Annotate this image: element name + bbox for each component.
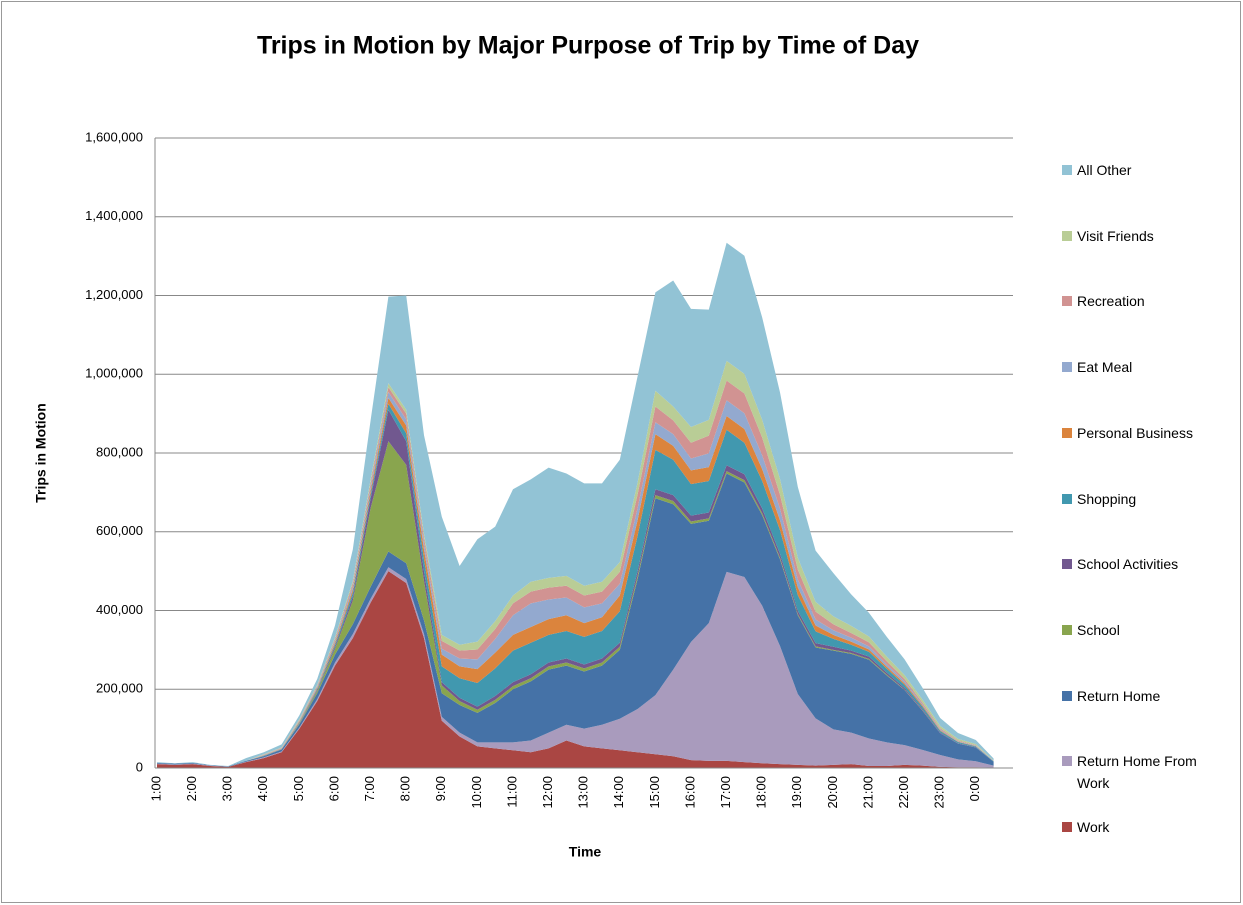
y-tick-label: 600,000	[96, 523, 143, 538]
legend-swatch	[1062, 427, 1072, 438]
y-tick-label: 200,000	[96, 681, 143, 696]
x-tick-label: 20:00	[825, 776, 840, 809]
legend-label: Visit Friends	[1077, 227, 1154, 244]
legend-swatch	[1062, 296, 1072, 307]
x-tick-label: 13:00	[576, 776, 591, 809]
x-tick-label: 15:00	[647, 776, 662, 809]
y-tick-label: 0	[136, 759, 143, 774]
x-tick-label: 7:00	[362, 776, 377, 801]
legend-swatch	[1062, 165, 1072, 175]
legend-label: School	[1077, 621, 1120, 638]
x-tick-label: 16:00	[682, 776, 697, 809]
legend-swatch	[1062, 493, 1072, 504]
legend-label: All Other	[1077, 162, 1132, 178]
y-tick-label: 1,400,000	[85, 208, 143, 223]
legend-label: School Activities	[1077, 556, 1179, 573]
legend-label: Return Home	[1077, 687, 1161, 704]
legend-entry: All Other	[1062, 159, 1232, 181]
x-tick-label: 9:00	[433, 776, 448, 801]
x-tick-label: 14:00	[611, 776, 626, 809]
x-tick-label: 17:00	[718, 776, 733, 809]
legend-entry: Return Home From Work	[1062, 750, 1232, 794]
legend-label: Work	[1077, 819, 1110, 835]
y-axis-label: Trips in Motion	[33, 403, 49, 503]
x-tick-label: 21:00	[860, 776, 875, 809]
legend-swatch	[1062, 230, 1072, 241]
legend-entry: Return Home	[1062, 685, 1232, 707]
legend-label: Personal Business	[1077, 424, 1193, 441]
x-tick-label: 12:00	[540, 776, 555, 809]
legend-entry: Personal Business	[1062, 422, 1232, 444]
legend-label: Eat Meal	[1077, 359, 1133, 376]
y-tick-label: 800,000	[96, 444, 143, 459]
y-tick-label: 400,000	[96, 602, 143, 617]
x-tick-label: 5:00	[291, 776, 306, 801]
x-tick-label: 4:00	[255, 776, 270, 801]
area	[157, 473, 994, 767]
area	[157, 567, 994, 768]
x-tick-label: 2:00	[184, 776, 199, 801]
legend-swatch	[1062, 624, 1072, 635]
chart-title: Trips in Motion by Major Purpose of Trip…	[257, 32, 919, 60]
legend-swatch	[1062, 559, 1072, 570]
legend-entry: Eat Meal	[1062, 356, 1232, 378]
legend-swatch	[1062, 756, 1072, 767]
area	[157, 571, 994, 768]
x-tick-label: 0:00	[967, 776, 982, 801]
x-tick-label: 3:00	[220, 776, 235, 801]
y-tick-label: 1,200,000	[85, 287, 143, 302]
x-tick-label: 1:00	[148, 776, 163, 801]
legend-entry: School Activities	[1062, 553, 1232, 575]
x-tick-label: 23:00	[932, 776, 947, 809]
x-tick-label: 6:00	[326, 776, 341, 801]
legend-label: Return Home From Work	[1077, 753, 1197, 792]
legend-entry: School	[1062, 619, 1232, 641]
x-tick-label: 22:00	[896, 776, 911, 809]
legend-swatch	[1062, 822, 1072, 832]
legend-entry: Visit Friends	[1062, 225, 1232, 247]
legend-label: Shopping	[1077, 490, 1137, 507]
x-tick-label: 11:00	[504, 776, 519, 808]
legend-label: Recreation	[1077, 293, 1145, 310]
x-tick-label: 19:00	[789, 776, 804, 809]
legend-swatch	[1062, 690, 1072, 701]
area	[157, 242, 994, 767]
y-tick-label: 1,000,000	[85, 366, 143, 381]
x-tick-label: 8:00	[398, 776, 413, 801]
x-axis-label: Time	[569, 844, 602, 860]
legend-entry: Shopping	[1062, 488, 1232, 510]
x-tick-label: 18:00	[754, 776, 769, 809]
legend-entry: Work	[1062, 816, 1232, 838]
legend-entry: Recreation	[1062, 290, 1232, 312]
x-tick-label: 10:00	[469, 776, 484, 809]
y-tick-label: 1,600,000	[85, 129, 143, 144]
legend-swatch	[1062, 362, 1072, 373]
